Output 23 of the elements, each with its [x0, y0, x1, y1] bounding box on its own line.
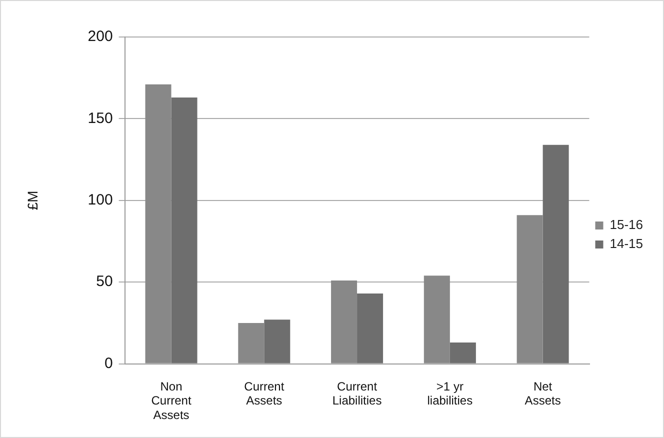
bar	[357, 294, 384, 364]
x-tick-label: Net Assets	[524, 379, 561, 408]
y-tick-label: 50	[96, 273, 113, 290]
bar	[331, 280, 358, 364]
y-axis-title: £M	[24, 190, 40, 210]
bar	[145, 84, 172, 364]
bar	[264, 320, 290, 364]
bar	[516, 215, 543, 364]
bar	[450, 342, 476, 364]
bar	[424, 276, 450, 364]
bar	[238, 322, 264, 364]
x-tick-label: Non Current Assets	[151, 379, 192, 422]
legend-label: 15-16	[610, 217, 643, 232]
x-tick-label: Current Assets	[244, 379, 285, 408]
y-tick-label: 0	[104, 354, 113, 372]
bar	[171, 97, 198, 364]
legend-label: 14-15	[610, 236, 643, 252]
x-tick-label: Current Liabilities	[332, 379, 382, 408]
y-tick-label: 200	[88, 28, 113, 46]
x-tick-label: >1 yr liabilities	[427, 379, 473, 408]
y-tick-label: 150	[88, 110, 113, 127]
y-tick-label: 100	[88, 192, 113, 209]
bar	[542, 144, 569, 364]
